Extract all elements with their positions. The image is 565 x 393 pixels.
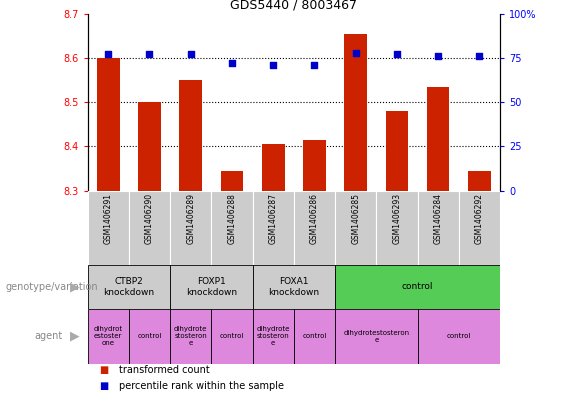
Text: FOXP1
knockdown: FOXP1 knockdown [186,277,237,297]
Point [145,51,154,57]
Text: dihydrotestosteron
e: dihydrotestosteron e [343,329,410,343]
Bar [335,265,500,309]
Bar [468,171,491,191]
Point [392,51,401,57]
Bar [459,191,500,265]
Text: GSM1406286: GSM1406286 [310,193,319,244]
Point [104,51,113,57]
Point [434,53,443,59]
Bar [88,265,170,309]
Bar [294,191,335,265]
Text: ■: ■ [99,381,108,391]
Point [351,50,360,56]
Text: agent: agent [34,331,62,341]
Bar [138,102,161,191]
Bar [129,309,170,364]
Point [227,60,236,66]
Text: GSM1406291: GSM1406291 [104,193,112,244]
Text: dihydrote
stosteron
e: dihydrote stosteron e [174,326,207,346]
Bar [88,191,129,265]
Bar [88,309,129,364]
Title: GDS5440 / 8003467: GDS5440 / 8003467 [231,0,357,11]
Text: genotype/variation: genotype/variation [6,282,98,292]
Point [186,51,195,57]
Text: GSM1406293: GSM1406293 [393,193,401,244]
Bar [418,309,500,364]
Text: control: control [137,333,162,339]
Text: percentile rank within the sample: percentile rank within the sample [119,381,284,391]
Bar [253,309,294,364]
Bar [344,34,367,191]
Text: ■: ■ [99,365,108,375]
Bar [220,171,244,191]
Text: GSM1406289: GSM1406289 [186,193,195,244]
Bar [385,111,408,191]
Point [310,62,319,68]
Text: control: control [446,333,471,339]
Bar [427,87,450,191]
Bar [97,58,120,191]
Text: GSM1406285: GSM1406285 [351,193,360,244]
Bar [211,309,253,364]
Bar [129,191,170,265]
Bar [335,309,418,364]
Point [475,53,484,59]
Bar [253,191,294,265]
Text: GSM1406292: GSM1406292 [475,193,484,244]
Text: ▶: ▶ [69,329,79,343]
Bar [179,80,202,191]
Text: control: control [302,333,327,339]
Text: GSM1406290: GSM1406290 [145,193,154,244]
Text: GSM1406284: GSM1406284 [434,193,442,244]
Bar [418,191,459,265]
Text: GSM1406288: GSM1406288 [228,193,236,244]
Text: control: control [402,283,433,291]
Text: GSM1406287: GSM1406287 [269,193,277,244]
Point [269,62,278,68]
Text: FOXA1
knockdown: FOXA1 knockdown [268,277,319,297]
Bar [253,265,335,309]
Bar [211,191,253,265]
Text: control: control [220,333,244,339]
Bar [170,309,211,364]
Text: transformed count: transformed count [119,365,210,375]
Bar [376,191,418,265]
Bar [170,265,253,309]
Bar [294,309,335,364]
Bar [262,144,285,191]
Text: ▶: ▶ [69,280,79,294]
Text: dihydrote
stosteron
e: dihydrote stosteron e [257,326,290,346]
Bar [335,191,376,265]
Bar [303,140,326,191]
Text: dihydrot
estoster
one: dihydrot estoster one [94,326,123,346]
Bar [170,191,211,265]
Text: CTBP2
knockdown: CTBP2 knockdown [103,277,154,297]
